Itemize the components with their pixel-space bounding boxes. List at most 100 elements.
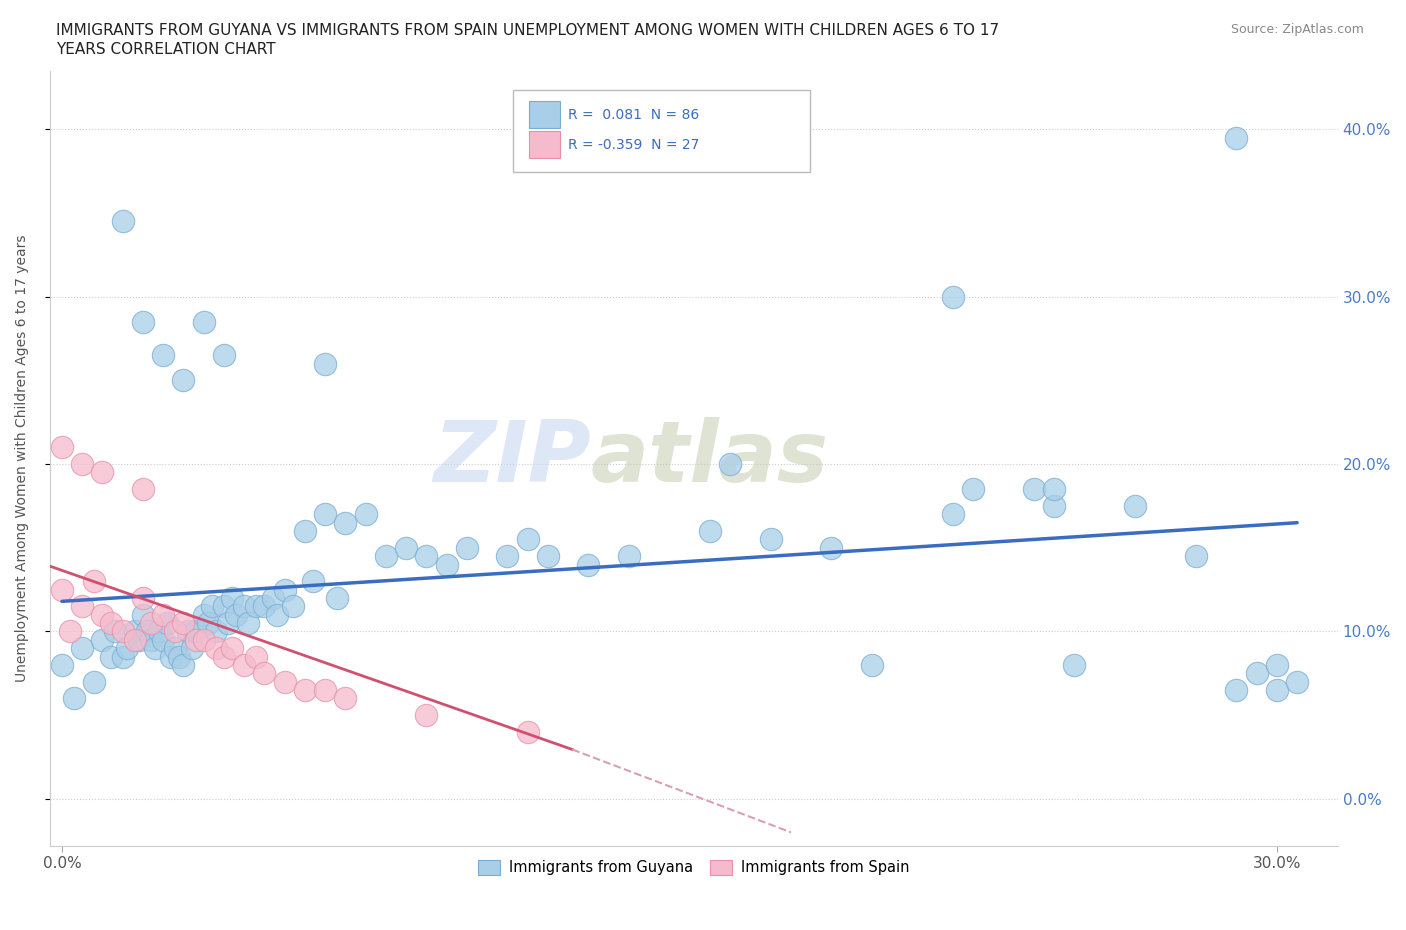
Point	[335, 515, 357, 530]
Point	[1246, 666, 1268, 681]
Point	[212, 599, 235, 614]
Text: R = -0.359  N = 27: R = -0.359 N = 27	[568, 138, 699, 152]
Point	[184, 632, 207, 647]
Point	[274, 674, 297, 689]
Point	[132, 607, 155, 622]
Point	[294, 683, 316, 698]
Point	[165, 624, 187, 639]
Point	[516, 724, 538, 739]
Point	[759, 532, 782, 547]
Point	[115, 641, 138, 656]
Point	[59, 624, 82, 639]
Point	[860, 658, 883, 672]
Point	[962, 482, 984, 497]
Point	[436, 557, 458, 572]
Point	[395, 540, 418, 555]
Text: IMMIGRANTS FROM GUYANA VS IMMIGRANTS FROM SPAIN UNEMPLOYMENT AMONG WOMEN WITH CH: IMMIGRANTS FROM GUYANA VS IMMIGRANTS FRO…	[56, 23, 1000, 38]
Point	[91, 632, 114, 647]
Point	[212, 348, 235, 363]
Point	[238, 616, 260, 631]
Point	[354, 507, 377, 522]
Point	[942, 289, 965, 304]
Point	[51, 440, 73, 455]
Point	[1123, 498, 1146, 513]
Point	[225, 607, 247, 622]
Point	[156, 616, 179, 631]
Point	[111, 649, 134, 664]
Point	[942, 507, 965, 522]
Point	[516, 532, 538, 547]
Point	[233, 658, 256, 672]
Point	[415, 549, 437, 564]
Point	[51, 582, 73, 597]
Point	[132, 482, 155, 497]
Point	[70, 457, 93, 472]
Point	[100, 649, 122, 664]
Point	[245, 649, 267, 664]
Point	[180, 641, 202, 656]
Point	[83, 674, 105, 689]
Point	[128, 632, 150, 647]
Point	[197, 616, 219, 631]
Point	[111, 214, 134, 229]
Point	[314, 683, 336, 698]
Point	[143, 641, 166, 656]
Point	[537, 549, 560, 564]
Point	[1286, 674, 1309, 689]
Point	[70, 641, 93, 656]
Point	[172, 616, 194, 631]
Point	[1043, 498, 1066, 513]
Point	[132, 591, 155, 605]
Point	[820, 540, 842, 555]
Point	[262, 591, 284, 605]
Point	[132, 314, 155, 329]
FancyBboxPatch shape	[513, 90, 810, 171]
Point	[1265, 683, 1288, 698]
Text: ZIP: ZIP	[433, 417, 591, 499]
Point	[274, 582, 297, 597]
Point	[169, 649, 191, 664]
Point	[91, 607, 114, 622]
Point	[172, 658, 194, 672]
Point	[212, 649, 235, 664]
Point	[51, 658, 73, 672]
Point	[314, 356, 336, 371]
Point	[63, 691, 86, 706]
Point	[1185, 549, 1208, 564]
Point	[326, 591, 349, 605]
Point	[152, 348, 174, 363]
Point	[193, 632, 215, 647]
Point	[1022, 482, 1045, 497]
Point	[266, 607, 288, 622]
Legend: Immigrants from Guyana, Immigrants from Spain: Immigrants from Guyana, Immigrants from …	[472, 854, 915, 881]
Point	[699, 524, 721, 538]
Point	[91, 465, 114, 480]
Point	[70, 599, 93, 614]
Point	[1225, 683, 1247, 698]
FancyBboxPatch shape	[529, 131, 560, 158]
Point	[165, 641, 187, 656]
Point	[253, 666, 276, 681]
Point	[152, 632, 174, 647]
Point	[104, 624, 127, 639]
Point	[193, 607, 215, 622]
Point	[1043, 482, 1066, 497]
Point	[100, 616, 122, 631]
Point	[172, 373, 194, 388]
Point	[205, 641, 228, 656]
Point	[335, 691, 357, 706]
Point	[718, 457, 741, 472]
Point	[496, 549, 519, 564]
Point	[217, 616, 239, 631]
Point	[221, 641, 243, 656]
Point	[233, 599, 256, 614]
Point	[221, 591, 243, 605]
Point	[1265, 658, 1288, 672]
Point	[1225, 130, 1247, 145]
Point	[1063, 658, 1085, 672]
Y-axis label: Unemployment Among Women with Children Ages 6 to 17 years: Unemployment Among Women with Children A…	[15, 234, 30, 682]
Point	[139, 616, 162, 631]
Point	[124, 632, 146, 647]
FancyBboxPatch shape	[529, 101, 560, 128]
Point	[176, 624, 198, 639]
